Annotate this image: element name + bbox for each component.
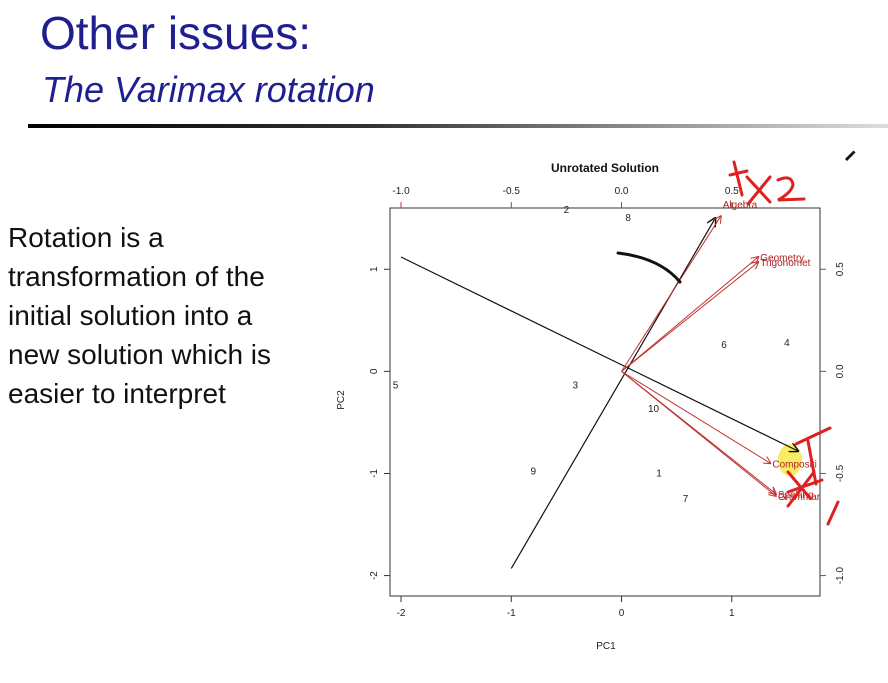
slide-body-text: Rotation is a transformation of the init… xyxy=(8,222,272,409)
slide-subtitle: The Varimax rotation xyxy=(42,69,375,110)
variable-arrow xyxy=(621,216,721,372)
plot-frame xyxy=(389,207,821,597)
variable-arrow xyxy=(621,257,759,372)
observation-label: 3 xyxy=(572,381,578,392)
x-tick-label: -1 xyxy=(507,608,516,619)
x-tick-label: -2 xyxy=(397,608,406,619)
observation-label: 6 xyxy=(721,340,727,351)
annotation-fx1 xyxy=(786,426,840,526)
observation-label: 5 xyxy=(393,381,399,392)
variable-arrow xyxy=(621,262,759,372)
variable-label: Trigonomet xyxy=(760,258,810,269)
observation-label: 9 xyxy=(531,466,537,477)
title-divider xyxy=(28,124,888,128)
right-tick-label: -1.0 xyxy=(835,567,846,585)
variable-arrow xyxy=(621,370,771,463)
top-tick-label: -1.0 xyxy=(392,186,410,197)
variable-label: Compositi xyxy=(772,459,816,470)
rotated-axis-line xyxy=(510,218,715,569)
variable-label: Grammar xyxy=(778,492,821,503)
slide-title: Other issues: xyxy=(40,7,311,59)
x-tick-label: 0 xyxy=(619,608,625,619)
pen-icon[interactable] xyxy=(842,148,856,162)
top-tick-label: 0.5 xyxy=(725,186,739,197)
annotation-fx2 xyxy=(728,160,806,206)
right-tick-label: 0.5 xyxy=(835,262,846,276)
observation-label: 7 xyxy=(683,494,689,505)
variable-label: Geometry xyxy=(760,253,804,264)
biplot-chart: Unrotated Solution -2 -1 0 1 -2 -1 0 1 -1.0 -0.… xyxy=(336,160,846,652)
observation-label: 2 xyxy=(564,205,570,216)
top-axis-ticks: -1.0 -0.5 0.0 0.5 xyxy=(392,186,739,208)
y-tick-label: 0 xyxy=(369,368,380,374)
top-tick-label: -0.5 xyxy=(503,186,521,197)
variable-label: Algebra xyxy=(723,200,758,211)
observation-label: 10 xyxy=(648,404,660,415)
right-axis-ticks: -1.0 -0.5 0.0 0.5 xyxy=(820,262,846,584)
variable-arrow xyxy=(621,370,776,494)
x-tick-label: 1 xyxy=(729,608,735,619)
annotation-curve xyxy=(616,251,682,284)
y-tick-label: -1 xyxy=(369,469,380,478)
right-tick-label: -0.5 xyxy=(835,464,846,482)
rotated-axis-line xyxy=(400,256,798,451)
observation-label: 1 xyxy=(656,468,662,479)
y-axis-label: PC2 xyxy=(336,390,347,410)
observation-label: 4 xyxy=(784,338,790,349)
y-tick-label: -2 xyxy=(369,571,380,580)
observation-labels: 1 2 3 4 5 6 7 8 9 10 xyxy=(393,205,790,505)
y-tick-label: 1 xyxy=(369,266,380,272)
x-axis-label: PC1 xyxy=(596,641,616,652)
x-axis-ticks: -2 -1 0 1 xyxy=(397,596,735,619)
y-axis-ticks: -2 -1 0 1 xyxy=(369,266,390,580)
observation-label: 8 xyxy=(625,213,631,224)
right-tick-label: 0.0 xyxy=(835,364,846,378)
top-tick-label: 0.0 xyxy=(615,186,629,197)
chart-title: Unrotated Solution xyxy=(551,161,659,175)
rotated-axes xyxy=(400,218,798,569)
